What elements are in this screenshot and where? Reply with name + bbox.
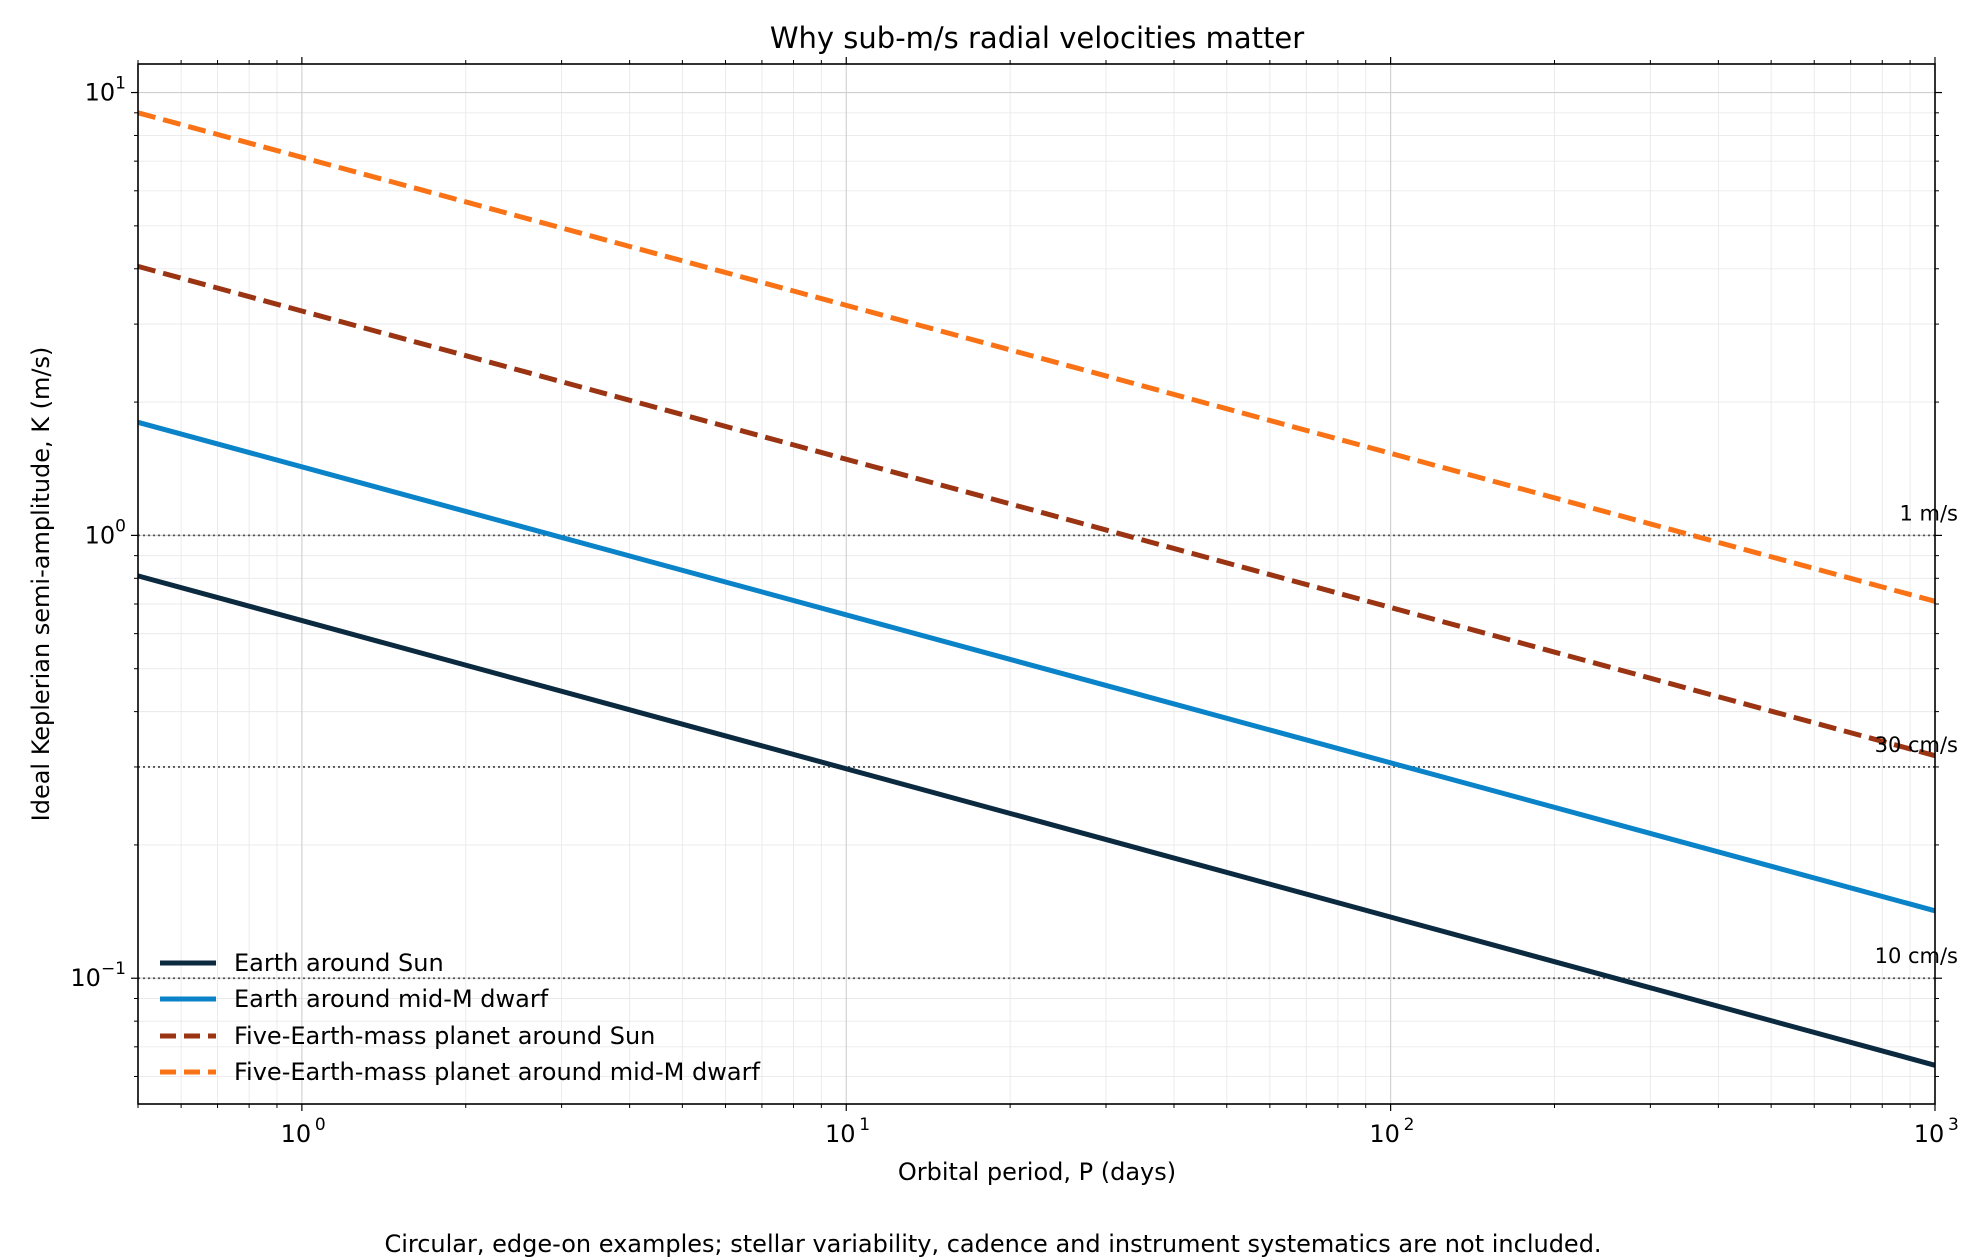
y-tick-exponent: 1 (115, 74, 126, 94)
reference-label: 10 cm/s (1875, 944, 1958, 968)
legend-label: Five-Earth-mass planet around Sun (234, 1022, 655, 1050)
series-lines (137, 110, 1936, 1068)
plot-frame (137, 63, 1936, 1105)
y-tick-label: 10 (85, 521, 116, 549)
x-tick-label: 10 (281, 1120, 312, 1148)
x-tick-label: 10 (825, 1120, 856, 1148)
x-tick-exponent: 1 (859, 1115, 870, 1135)
x-tick-exponent: 3 (1948, 1115, 1959, 1135)
x-tick-exponent: 0 (315, 1115, 326, 1135)
x-axis-label: Orbital period, P (days) (898, 1158, 1176, 1186)
reference-label: 1 m/s (1899, 501, 1958, 525)
series-line (137, 110, 1936, 604)
series-line (137, 263, 1936, 759)
legend-label: Earth around mid-M dwarf (234, 985, 549, 1013)
y-tick-exponent: 0 (115, 516, 126, 536)
x-tick-label: 10 (1369, 1120, 1400, 1148)
y-tick-exponent: −1 (101, 959, 126, 979)
x-tick-exponent: 2 (1404, 1115, 1415, 1135)
reference-labels: 1 m/s 30 cm/s 10 cm/s (1875, 501, 1958, 968)
reference-lines (138, 534, 1935, 980)
major-grid (138, 64, 1936, 1104)
series-line (137, 419, 1936, 914)
x-tick-label: 10 (1914, 1120, 1945, 1148)
legend-label: Five-Earth-mass planet around mid-M dwar… (234, 1058, 760, 1086)
legend: Earth around Sun Earth around mid-M dwarf… (160, 949, 760, 1086)
chart-caption: Circular, edge-on examples; stellar vari… (384, 1230, 1601, 1258)
reference-label: 30 cm/s (1875, 733, 1958, 757)
minor-grid (137, 64, 1935, 1104)
y-axis-label: Ideal Keplerian semi-amplitude, K (m/s) (27, 347, 55, 822)
y-tick-label: 10 (85, 79, 116, 107)
series-line (137, 573, 1936, 1068)
chart-title: Why sub-m/s radial velocities matter (770, 21, 1304, 55)
y-tick-label: 10 (70, 964, 101, 992)
legend-label: Earth around Sun (234, 949, 444, 977)
